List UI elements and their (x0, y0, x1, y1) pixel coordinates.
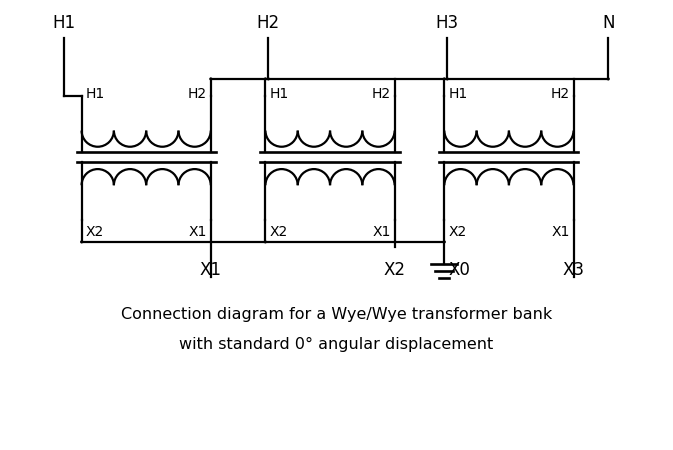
Circle shape (264, 241, 267, 243)
Text: H2: H2 (551, 87, 569, 101)
Text: X3: X3 (563, 261, 585, 279)
Text: X1: X1 (372, 225, 390, 239)
Circle shape (446, 78, 448, 80)
Text: H1: H1 (52, 14, 75, 32)
Text: Connection diagram for a Wye/Wye transformer bank: Connection diagram for a Wye/Wye transfo… (121, 307, 552, 322)
Text: X2: X2 (384, 261, 406, 279)
Text: X2: X2 (448, 225, 466, 239)
Text: N: N (602, 14, 614, 32)
Text: X2: X2 (85, 225, 104, 239)
Circle shape (264, 78, 267, 80)
Text: X1: X1 (551, 225, 569, 239)
Text: X0: X0 (448, 261, 470, 279)
Text: X2: X2 (269, 225, 287, 239)
Text: H1: H1 (448, 87, 468, 101)
Text: with standard 0° angular displacement: with standard 0° angular displacement (180, 337, 493, 352)
Circle shape (81, 241, 82, 243)
Circle shape (444, 241, 445, 243)
Text: H2: H2 (188, 87, 207, 101)
Text: X1: X1 (200, 261, 222, 279)
Text: H2: H2 (371, 87, 390, 101)
Text: H3: H3 (435, 14, 459, 32)
Text: H1: H1 (269, 87, 289, 101)
Circle shape (444, 78, 445, 80)
Circle shape (608, 78, 609, 80)
Circle shape (210, 78, 211, 80)
Text: X1: X1 (188, 225, 207, 239)
Text: H1: H1 (85, 87, 105, 101)
Circle shape (268, 78, 269, 80)
Text: H2: H2 (257, 14, 280, 32)
